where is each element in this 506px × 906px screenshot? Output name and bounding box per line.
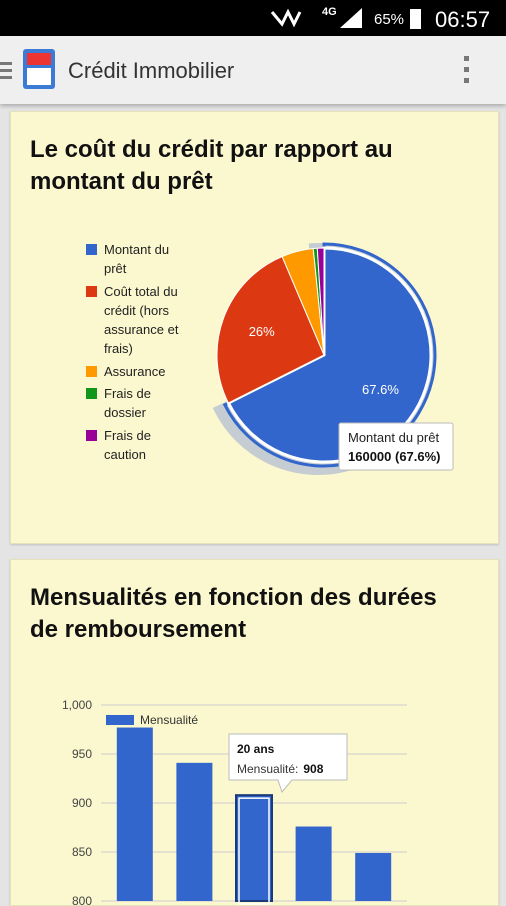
overflow-menu[interactable] — [464, 56, 469, 83]
app-title: Crédit Immobilier — [68, 58, 234, 83]
y-tick-label: 1,000 — [62, 698, 92, 712]
tooltip — [338, 422, 454, 471]
tooltip-label: Mensualité: — [237, 762, 298, 776]
slice-label: 26% — [249, 324, 275, 339]
cell-signal — [340, 8, 362, 28]
chart-title: Mensualités en fonction des durées de re… — [30, 584, 437, 643]
legend-swatch — [106, 715, 134, 725]
tooltip-title: Montant du prêt — [348, 430, 439, 445]
app-bar-icons[interactable]: Crédit Immobilier — [0, 36, 506, 104]
legend-label: Frais de dossier — [104, 386, 151, 421]
legend-swatch — [86, 365, 97, 377]
tooltip — [228, 733, 348, 794]
bar-card: Mensualités en fonction des durées de re… — [10, 559, 499, 906]
legend-label: Mensualité — [140, 713, 198, 727]
tooltip-value: 160000 (67.6%) — [348, 449, 441, 464]
tooltip-value: 908 — [303, 762, 323, 776]
slice-label: 67.6% — [362, 382, 399, 397]
battery-label: 65% — [374, 11, 404, 28]
clock: 06:57 — [435, 7, 490, 32]
pie-chart: 67.6% 26% Montant du prêt 160000 (67.6%) — [212, 242, 454, 475]
legend-item: Frais de caution — [86, 426, 190, 465]
network-label: 4G — [322, 6, 337, 18]
bar — [176, 762, 213, 901]
battery-icon — [410, 9, 421, 29]
legend-swatch — [86, 429, 97, 441]
menu-icon[interactable] — [0, 62, 12, 79]
legend-item: Frais de dossier — [86, 384, 190, 423]
legend-swatch — [86, 285, 97, 297]
legend: Montant du prêt Coût total du crédit (hor… — [86, 240, 196, 467]
legend-item: Assurance — [86, 362, 190, 381]
slice-highlight — [222, 242, 437, 468]
app-icon — [23, 49, 55, 89]
tooltip-body: Mensualité: 908 — [237, 762, 324, 776]
tooltip-title: 20 ans — [237, 742, 275, 756]
legend-label: Frais de caution — [104, 427, 151, 462]
status-bar: 4G 65% 06:57 — [0, 0, 506, 36]
app-bar: Crédit Immobilier — [0, 36, 506, 104]
legend-item: Montant du prêt — [86, 240, 190, 279]
bar — [116, 727, 153, 901]
chart-title: Le coût du crédit par rapport au montant… — [30, 136, 393, 195]
bar — [235, 794, 273, 902]
legend-swatch — [86, 388, 97, 400]
legend-swatch — [86, 244, 97, 255]
legend-label: Montant du prêt — [104, 242, 170, 277]
legend-label: Assurance — [104, 363, 166, 379]
pie-card: Le coût du crédit par rapport au montant… — [10, 111, 499, 544]
status-icons: 4G 65% 06:57 — [270, 6, 490, 32]
bar — [295, 826, 332, 901]
legend-item: Coût total du crédit (hors assurance et … — [86, 282, 190, 359]
signal-icon — [270, 8, 302, 28]
pie-slice — [316, 247, 325, 356]
y-tick-label: 950 — [72, 747, 92, 761]
bar — [355, 852, 392, 901]
y-tick-label: 850 — [72, 845, 92, 859]
pie-slice — [226, 246, 433, 464]
y-tick-label: 900 — [72, 796, 92, 810]
legend-label: Coût total du crédit (hors assurance et … — [104, 283, 179, 357]
